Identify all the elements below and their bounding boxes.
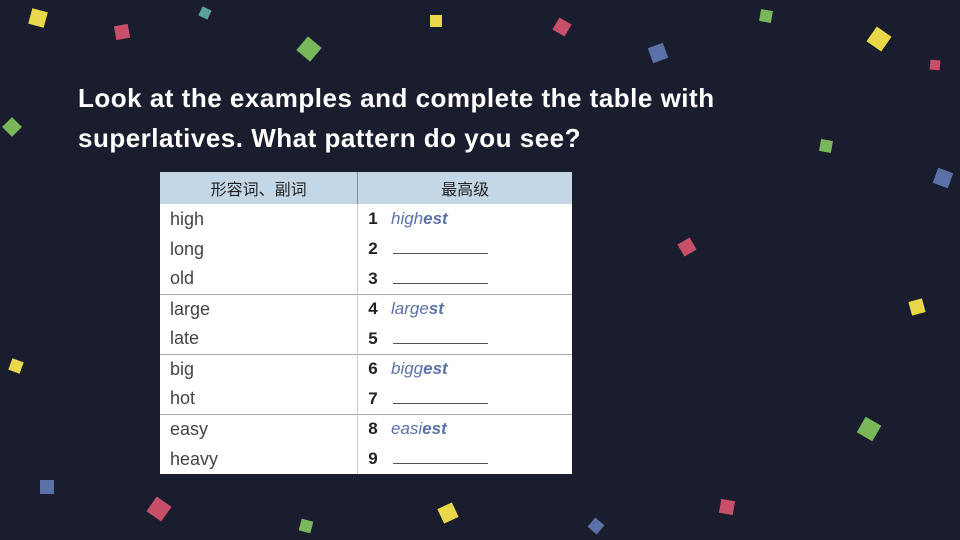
confetti-square bbox=[552, 17, 571, 36]
adjective-cell: high bbox=[160, 204, 358, 234]
confetti-square bbox=[40, 480, 54, 494]
confetti-square bbox=[2, 117, 22, 137]
table-header-right: 最高级 bbox=[358, 172, 572, 204]
superlatives-table: 形容词、副词 最高级 high1 highestlong2 old3 large… bbox=[160, 172, 572, 474]
adjective-cell: big bbox=[160, 354, 358, 384]
confetti-square bbox=[588, 518, 605, 535]
row-number: 7 bbox=[368, 389, 380, 409]
adjective-cell: easy bbox=[160, 414, 358, 444]
table-row: large4 largest bbox=[160, 294, 572, 324]
confetti-square bbox=[930, 60, 941, 71]
row-number: 5 bbox=[368, 329, 380, 349]
confetti-square bbox=[648, 43, 669, 64]
superlative-cell: 9 bbox=[358, 444, 572, 474]
blank-line bbox=[393, 240, 488, 254]
confetti-square bbox=[933, 168, 954, 189]
confetti-square bbox=[198, 6, 211, 19]
superlative-cell: 1 highest bbox=[358, 204, 572, 234]
row-number: 8 bbox=[368, 419, 380, 439]
superlative-cell: 6 biggest bbox=[358, 354, 572, 384]
table-row: big6 biggest bbox=[160, 354, 572, 384]
adjective-cell: large bbox=[160, 294, 358, 324]
confetti-square bbox=[296, 36, 321, 61]
row-number: 4 bbox=[368, 299, 380, 319]
adjective-cell: old bbox=[160, 264, 358, 294]
superlative-cell: 3 bbox=[358, 264, 572, 294]
filled-answer: largest bbox=[391, 299, 444, 318]
confetti-square bbox=[299, 519, 314, 534]
table-row: hot 7 bbox=[160, 384, 572, 414]
confetti-square bbox=[430, 15, 442, 27]
blank-line bbox=[393, 450, 488, 464]
filled-answer: biggest bbox=[391, 359, 448, 378]
blank-line bbox=[393, 330, 488, 344]
table-row: long 2 bbox=[160, 234, 572, 264]
table-header-left: 形容词、副词 bbox=[160, 172, 358, 204]
adjective-cell: long bbox=[160, 234, 358, 264]
adjective-cell: hot bbox=[160, 384, 358, 414]
row-number: 6 bbox=[368, 359, 380, 379]
table-row: old 3 bbox=[160, 264, 572, 294]
blank-line bbox=[393, 390, 488, 404]
superlative-cell: 8 easiest bbox=[358, 414, 572, 444]
table-row: easy8 easiest bbox=[160, 414, 572, 444]
table-row: late 5 bbox=[160, 324, 572, 354]
instruction-heading: Look at the examples and complete the ta… bbox=[78, 78, 878, 159]
confetti-square bbox=[759, 9, 773, 23]
adjective-cell: heavy bbox=[160, 444, 358, 474]
superlative-cell: 7 bbox=[358, 384, 572, 414]
confetti-square bbox=[146, 496, 171, 521]
blank-line bbox=[393, 270, 488, 284]
confetti-square bbox=[866, 26, 891, 51]
row-number: 3 bbox=[368, 269, 380, 289]
confetti-square bbox=[114, 24, 130, 40]
confetti-square bbox=[437, 502, 458, 523]
row-number: 1 bbox=[368, 209, 380, 229]
filled-answer: highest bbox=[391, 209, 448, 228]
confetti-square bbox=[28, 8, 48, 28]
confetti-square bbox=[857, 417, 882, 442]
confetti-square bbox=[677, 237, 696, 256]
row-number: 9 bbox=[368, 449, 380, 469]
adjective-cell: late bbox=[160, 324, 358, 354]
superlative-cell: 4 largest bbox=[358, 294, 572, 324]
confetti-square bbox=[719, 499, 735, 515]
table-row: high1 highest bbox=[160, 204, 572, 234]
superlative-cell: 2 bbox=[358, 234, 572, 264]
superlative-cell: 5 bbox=[358, 324, 572, 354]
table-row: heavy 9 bbox=[160, 444, 572, 474]
filled-answer: easiest bbox=[391, 419, 447, 438]
row-number: 2 bbox=[368, 239, 380, 259]
confetti-square bbox=[908, 298, 925, 315]
confetti-square bbox=[8, 358, 23, 373]
